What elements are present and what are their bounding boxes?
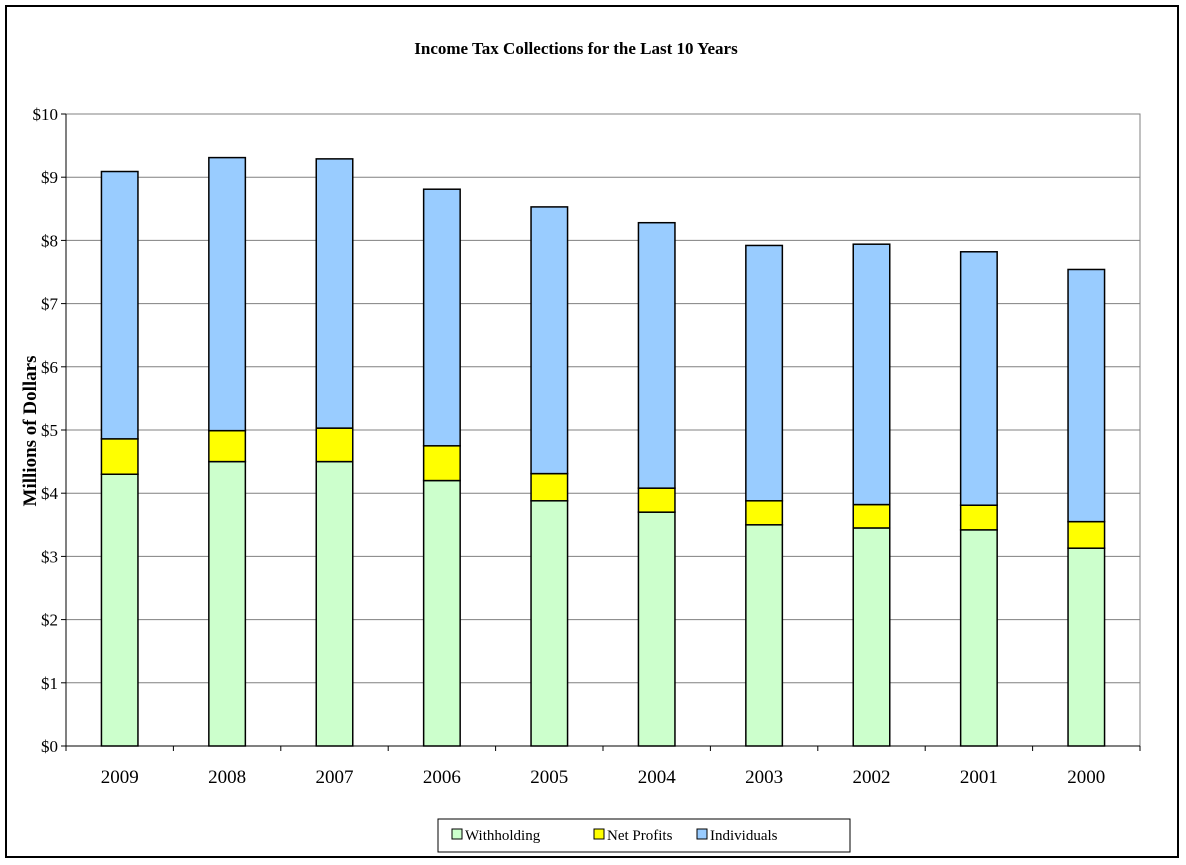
x-tick-label: 2007: [316, 767, 354, 788]
legend-label: Net Profits: [607, 828, 673, 844]
legend-swatch: [696, 828, 708, 840]
y-tick-label: $9: [41, 168, 58, 187]
x-tick-label: 2008: [208, 767, 246, 788]
legend-label: Individuals: [710, 828, 778, 844]
bar-segment-withholding: [852, 527, 891, 747]
y-tick-label: $8: [41, 231, 58, 250]
legend-label: Withholding: [465, 828, 541, 844]
bar-segment-withholding: [315, 460, 354, 747]
bar-segment-individuals: [745, 244, 784, 502]
y-axis-label: Millions of Dollars: [20, 356, 41, 507]
y-tick-label: $0: [41, 737, 58, 756]
bar-segment-withholding: [422, 479, 461, 747]
bar-segment-individuals: [100, 170, 139, 440]
x-tick-label: 2001: [960, 767, 998, 788]
x-tick-label: 2002: [853, 767, 891, 788]
bar-segment-individuals: [315, 158, 354, 429]
bar-segment-withholding: [637, 511, 676, 747]
bar-segment-net-profits: [637, 487, 676, 513]
x-tick-label: 2006: [423, 767, 461, 788]
x-tick-label: 2004: [638, 767, 677, 788]
x-tick-label: 2000: [1067, 767, 1105, 788]
bar-segment-individuals: [530, 206, 569, 475]
y-tick-label: $3: [41, 547, 58, 566]
bar-segment-individuals: [852, 243, 891, 506]
bar-segment-net-profits: [315, 427, 354, 463]
chart-title: Income Tax Collections for the Last 10 Y…: [414, 39, 738, 58]
x-tick-label: 2009: [101, 767, 139, 788]
bar-segment-net-profits: [208, 429, 247, 463]
legend: Withholding Net Profits Individuals: [437, 818, 851, 853]
bar-segment-withholding: [745, 524, 784, 747]
bar-segment-individuals: [422, 188, 461, 447]
bar-segment-withholding: [959, 529, 998, 747]
bar-segment-withholding: [100, 473, 139, 747]
bar-segment-individuals: [959, 251, 998, 506]
bar-segment-net-profits: [745, 500, 784, 526]
y-tick-label: $5: [41, 421, 58, 440]
bar-segment-individuals: [1067, 268, 1106, 523]
legend-swatch: [451, 828, 463, 840]
bar-segment-net-profits: [100, 438, 139, 475]
y-tick-label: $1: [41, 674, 58, 693]
legend-box: [437, 818, 851, 853]
bar-segment-withholding: [530, 500, 569, 747]
bar-segment-individuals: [208, 156, 247, 432]
x-tick-label: 2003: [745, 767, 783, 788]
y-tick-label: $4: [41, 484, 59, 503]
bar-segment-withholding: [208, 460, 247, 747]
legend-swatch: [593, 828, 605, 840]
bar-segment-net-profits: [959, 504, 998, 531]
bar-segment-withholding: [1067, 547, 1106, 747]
bar-segment-net-profits: [530, 472, 569, 502]
bar-segment-net-profits: [852, 503, 891, 529]
y-tick-label: $2: [41, 611, 58, 630]
y-tick-label: $10: [33, 105, 59, 124]
bar-segment-net-profits: [422, 445, 461, 482]
y-tick-label: $7: [41, 295, 59, 314]
axes: $0 $1 $2 $3 $4 $5 $6 $7 $8 $9 $10 2009 2008 2007 2006 2…: [33, 105, 1141, 788]
x-tick-label: 2005: [530, 767, 568, 788]
y-tick-label: $6: [41, 358, 58, 377]
bar-segment-net-profits: [1067, 520, 1106, 549]
bars: [100, 156, 1106, 747]
bar-segment-individuals: [637, 221, 676, 489]
